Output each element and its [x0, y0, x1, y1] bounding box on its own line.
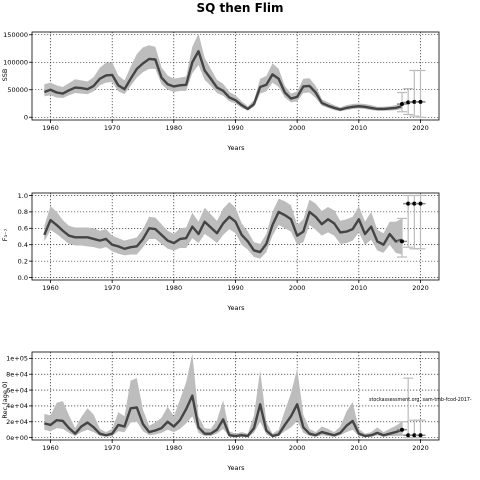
rec-x-tick-label: 1960 [42, 444, 59, 452]
f-y-axis-label: F₃₋₇ [1, 228, 9, 241]
rec-x-tick-label: 1990 [227, 444, 244, 452]
ssb-projection-point [418, 99, 423, 104]
f-y-tick-label: 0.0 [18, 274, 28, 282]
rec-confidence-band [44, 353, 402, 437]
rec-x-tick-label: 1980 [166, 444, 183, 452]
rec-projection-point [418, 433, 423, 438]
ssb-projection-point [400, 102, 404, 107]
f-y-tick-label: 0.4 [18, 241, 28, 249]
ssb-y-tick-label: 150000 [3, 31, 28, 39]
rec-projection-point [400, 427, 404, 432]
ssb-y-tick-label: 0 [24, 114, 28, 122]
f-x-tick-label: 1960 [42, 284, 59, 292]
f-x-tick-label: 2000 [289, 284, 306, 292]
ssb-y-tick-label: 100000 [3, 59, 28, 67]
rec-y-tick-label: 6e+04 [6, 386, 28, 394]
f-x-axis-label: Years [226, 304, 245, 312]
ssb-x-tick-label: 1970 [104, 124, 121, 132]
f-projection-point [418, 201, 423, 206]
f-x-tick-label: 1990 [227, 284, 244, 292]
ssb-x-axis-label: Years [226, 144, 245, 152]
f-projection-point [412, 201, 417, 206]
rec-x-tick-label: 2000 [289, 444, 306, 452]
ssb-x-tick-label: 2010 [351, 124, 368, 132]
f-y-tick-label: 0.2 [18, 257, 28, 265]
f-median-line [43, 210, 403, 254]
f-y-tick-label: 1.0 [18, 192, 28, 200]
f-x-tick-label: 2020 [412, 284, 429, 292]
f-projection-point [400, 239, 404, 244]
ssb-y-axis-label: SSB [1, 69, 9, 82]
rec-y-tick-label: 2e+04 [6, 418, 28, 426]
ssb-x-tick-label: 2000 [289, 124, 306, 132]
f-x-tick-label: 2010 [351, 284, 368, 292]
figure-title: SQ then Flim [196, 1, 283, 15]
recruitment-panel: 1960 1970 1980 1990 2000 2010 2020 0e+00 2e+04 4e… [6, 351, 440, 452]
ssb-projection-point [406, 100, 411, 105]
rec-y-axis-label: Rec (age 0) [1, 381, 9, 418]
rec-y-tick-label: 1e+05 [6, 355, 28, 363]
rec-x-axis-label: Years [226, 464, 245, 472]
ssb-x-tick-label: 2020 [412, 124, 429, 132]
rec-median-line [44, 394, 403, 438]
f-y-tick-label: 0.8 [18, 208, 28, 216]
f-x-tick-label: 1980 [166, 284, 183, 292]
f-x-tick-label: 1970 [104, 284, 121, 292]
rec-y-tick-label: 4e+04 [6, 402, 28, 410]
ssb-x-tick-label: 1980 [166, 124, 183, 132]
ssb-confidence-band [44, 33, 402, 112]
rec-projection-point [406, 433, 411, 438]
ssb-median-line [43, 50, 403, 111]
rec-projection-point [412, 433, 417, 438]
ssb-y-tick-label: 50000 [7, 86, 28, 94]
source-annotation: stockassessment.org, sam-tmb-fcod-2017- [369, 397, 472, 403]
rec-x-tick-label: 2010 [351, 444, 368, 452]
f-y-tick-label: 0.6 [18, 225, 28, 233]
rec-y-tick-label: 8e+04 [6, 370, 28, 378]
f-projection-point [406, 201, 411, 206]
ssb-projection-point [412, 99, 417, 104]
ssb-panel: 1960 1970 1980 1990 2000 2010 2020 0 50000 100000… [3, 31, 440, 132]
rec-y-tick-label: 0e+00 [6, 434, 28, 442]
ssb-x-tick-label: 1960 [42, 124, 59, 132]
rec-x-tick-label: 1970 [104, 444, 121, 452]
fishing-mortality-panel: 1960 1970 1980 1990 2000 2010 2020 0.0 0.2 0.4 0.6… [18, 192, 440, 292]
ssb-x-tick-label: 1990 [227, 124, 244, 132]
f-confidence-band [44, 198, 402, 259]
rec-x-tick-label: 2020 [412, 444, 429, 452]
